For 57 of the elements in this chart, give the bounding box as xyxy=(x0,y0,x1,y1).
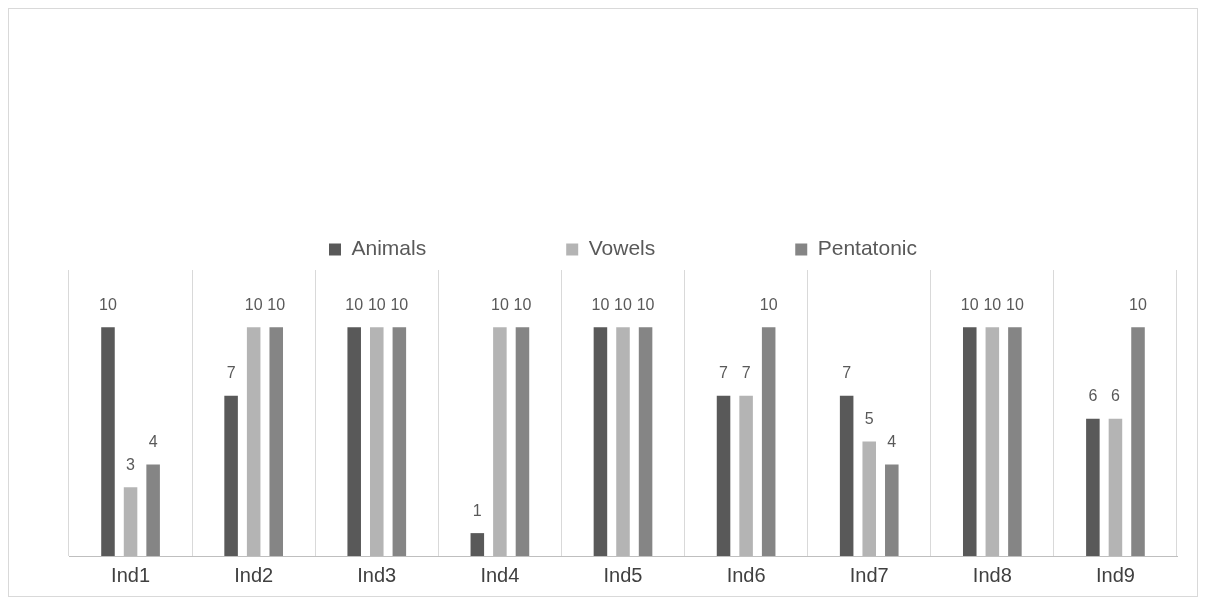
data-label: 3 xyxy=(126,455,136,473)
bar xyxy=(593,327,608,556)
x-tick-label: Ind8 xyxy=(972,563,1012,586)
data-label: 1 xyxy=(472,501,482,519)
data-label: 10 xyxy=(513,295,532,313)
legend-label: Animals xyxy=(351,236,427,260)
data-label: 10 xyxy=(614,295,632,313)
data-label: 10 xyxy=(759,295,778,313)
data-label: 10 xyxy=(99,295,117,313)
x-tick-label: Ind4 xyxy=(480,563,520,586)
x-tick-label: Ind5 xyxy=(603,563,643,586)
bar xyxy=(638,327,653,556)
data-label: 10 xyxy=(267,295,286,313)
x-tick-label: Ind9 xyxy=(1095,563,1135,586)
bar xyxy=(962,327,977,556)
legend-label: Vowels xyxy=(588,236,656,260)
bar xyxy=(347,327,361,556)
bar xyxy=(1086,418,1100,556)
bar xyxy=(101,327,115,556)
data-label: 10 xyxy=(490,295,509,313)
bar xyxy=(716,395,731,556)
data-label: 10 xyxy=(1006,295,1024,313)
bar xyxy=(470,533,485,556)
data-label: 7 xyxy=(719,364,729,382)
data-label: 5 xyxy=(864,410,874,428)
bar xyxy=(515,327,530,556)
bar xyxy=(761,327,776,556)
data-label: 10 xyxy=(960,295,979,313)
bar xyxy=(1131,327,1145,556)
x-tick-label: Ind7 xyxy=(849,563,889,586)
x-tick-label: Ind3 xyxy=(357,563,397,586)
data-label: 10 xyxy=(591,295,610,313)
bar xyxy=(224,395,238,556)
bar xyxy=(885,464,899,556)
data-label: 10 xyxy=(983,295,1002,313)
data-label: 10 xyxy=(367,295,386,313)
data-label: 7 xyxy=(226,364,236,382)
data-label: 7 xyxy=(741,364,751,382)
data-label: 10 xyxy=(390,295,409,313)
data-label: 10 xyxy=(345,295,364,313)
data-label: 6 xyxy=(1110,387,1120,405)
bar xyxy=(1008,327,1022,556)
data-label: 6 xyxy=(1088,387,1098,405)
bar xyxy=(839,395,854,556)
data-label: 4 xyxy=(887,432,897,450)
x-tick-label: Ind2 xyxy=(234,563,274,586)
data-label: 4 xyxy=(148,432,158,450)
bar xyxy=(269,327,284,556)
x-tick-label: Ind6 xyxy=(726,563,766,586)
data-label: 7 xyxy=(842,364,852,382)
legend-label: Pentatonic xyxy=(817,236,917,260)
x-tick-label: Ind1 xyxy=(111,563,151,586)
bar xyxy=(392,327,407,556)
data-label: 10 xyxy=(244,295,263,313)
bar xyxy=(146,464,160,556)
data-label: 10 xyxy=(1129,295,1148,313)
data-label: 10 xyxy=(636,295,655,313)
